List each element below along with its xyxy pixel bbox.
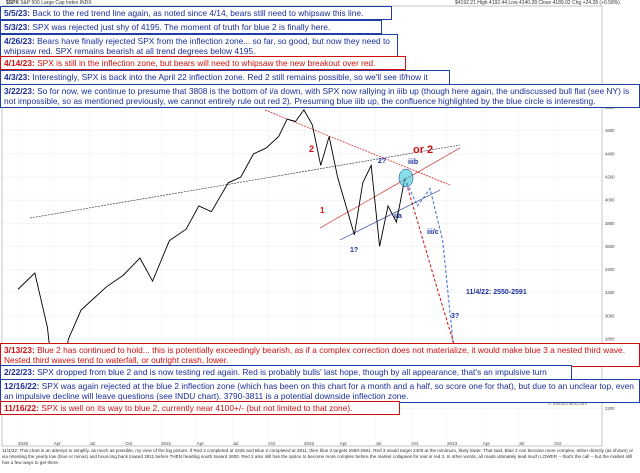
label-blue-3q: 3? bbox=[451, 313, 459, 320]
annotation-text: Bears have finally rejected SPX from the… bbox=[4, 36, 390, 56]
header-exchange: INDX bbox=[79, 0, 92, 6]
x-tick-label: 2020 bbox=[18, 441, 29, 446]
blue-circle bbox=[398, 168, 414, 188]
annotation-date: 4/3/23: bbox=[4, 72, 31, 82]
header-quote: $4192.21 High 4192.44 Low 4140.28 Close … bbox=[455, 0, 620, 6]
red-trendline bbox=[264, 109, 451, 186]
footer-note: 11/4/22: This chart is an attempt to sim… bbox=[2, 448, 634, 465]
annotation-date: 3/22/23: bbox=[4, 86, 35, 96]
label-iiic: iii/c bbox=[427, 229, 439, 236]
x-tick-label: Apr bbox=[54, 441, 62, 446]
x-tick-label: Oct bbox=[125, 441, 133, 446]
y-tick-label: 3000 bbox=[605, 313, 615, 318]
annotation-note-5-5: 5/5/23: Back to the red trend line again… bbox=[0, 6, 392, 20]
black-trendline bbox=[29, 144, 461, 219]
annotation-date: 4/14/23: bbox=[4, 58, 35, 68]
x-tick-label: Apr bbox=[483, 441, 491, 446]
label-blue-2q: 2? bbox=[378, 158, 386, 165]
annotation-note-4-14: 4/14/23: SPX is still in the inflection … bbox=[0, 56, 406, 70]
chart-header: $SPX S&P 500 Large Cap Index INDX bbox=[6, 0, 92, 6]
y-tick-label: 3400 bbox=[605, 267, 615, 272]
annotation-date: 11/16/22: bbox=[4, 403, 39, 413]
x-tick-label: Oct bbox=[268, 441, 276, 446]
x-tick-label: 2023 bbox=[447, 441, 458, 446]
x-tick-label: Jul bbox=[376, 441, 382, 446]
y-tick-label: 4400 bbox=[605, 151, 615, 156]
x-tick-label: Apr bbox=[197, 441, 205, 446]
forecast-blue-line bbox=[404, 177, 456, 365]
red-support-line bbox=[319, 147, 461, 229]
x-tick-label: Jul bbox=[90, 441, 96, 446]
x-tick-label: Apr bbox=[340, 441, 348, 446]
price-line bbox=[17, 109, 406, 406]
y-tick-label: 4200 bbox=[605, 175, 615, 180]
annotation-note-3-13: 3/13/23: Blue 2 has continued to hold...… bbox=[0, 343, 640, 367]
annotation-date: 5/3/23: bbox=[4, 22, 31, 32]
y-tick-label: 2800 bbox=[605, 337, 615, 342]
annotation-note-3-22: 3/22/23: So for now, we continue to pres… bbox=[0, 84, 640, 108]
label-blue-1q: 1? bbox=[350, 247, 358, 254]
price-series-line bbox=[17, 109, 406, 406]
annotation-date: 12/16/22: bbox=[4, 381, 40, 391]
annotation-text: SPX is still in the inflection zone, but… bbox=[37, 58, 376, 68]
annotation-text: SPX was again rejected at the blue 2 inf… bbox=[4, 381, 634, 401]
annotation-text: SPX is well on its way to blue 2, curren… bbox=[41, 403, 353, 413]
annotation-text: Blue 2 has continued to hold... this is … bbox=[4, 345, 626, 365]
label-or-2: or 2 bbox=[413, 144, 433, 156]
x-tick-label: Jul bbox=[233, 441, 239, 446]
annotation-text: Back to the red trend line again, as not… bbox=[32, 8, 364, 18]
y-tick-label: 4600 bbox=[605, 128, 615, 133]
annotation-note-5-3: 5/3/23: SPX was rejected just shy of 419… bbox=[0, 20, 382, 34]
annotation-date: 3/13/23: bbox=[4, 345, 35, 355]
label-iiib: iiib bbox=[408, 159, 418, 166]
y-tick-label: 3800 bbox=[605, 221, 615, 226]
label-red-2: 2 bbox=[309, 144, 314, 154]
x-tick-label: Oct bbox=[411, 441, 419, 446]
x-tick-label: Oct bbox=[554, 441, 562, 446]
label-red-1: 1 bbox=[320, 206, 325, 215]
annotation-date: 5/5/23: bbox=[4, 8, 31, 18]
y-tick-label: 2200 bbox=[605, 406, 615, 411]
y-tick-label: 4000 bbox=[605, 198, 615, 203]
annotation-date: 2/22/23: bbox=[4, 367, 35, 377]
annotation-date: 4/26/23: bbox=[4, 36, 35, 46]
y-tick-label: 3200 bbox=[605, 290, 615, 295]
header-name: S&P 500 Large Cap Index bbox=[20, 0, 79, 6]
label-target: 11/4/22: 2550-2591 bbox=[466, 289, 527, 296]
annotation-text: SPX was rejected just shy of 4195. The m… bbox=[32, 22, 331, 32]
annotation-note-12-16: 12/16/22: SPX was again rejected at the … bbox=[0, 379, 640, 403]
y-tick-label: 3600 bbox=[605, 244, 615, 249]
x-tick-label: 2021 bbox=[161, 441, 172, 446]
x-axis: 2020 Apr Jul Oct 2021 Apr Jul Oct 2022 Apr Jul Oct 2… bbox=[18, 441, 562, 446]
header-symbol: $SPX bbox=[6, 0, 19, 6]
annotation-text: So for now, we continue to presume that … bbox=[4, 86, 630, 106]
annotation-note-4-26: 4/26/23: Bears have finally rejected SPX… bbox=[0, 34, 398, 58]
x-tick-label: Jul bbox=[519, 441, 525, 446]
stockcharts-label: © StockCharts.com bbox=[548, 400, 587, 406]
annotation-note-11-16: 11/16/22: SPX is well on its way to blue… bbox=[0, 401, 400, 415]
label-iia: i/a bbox=[394, 213, 402, 220]
x-tick-label: 2022 bbox=[304, 441, 315, 446]
